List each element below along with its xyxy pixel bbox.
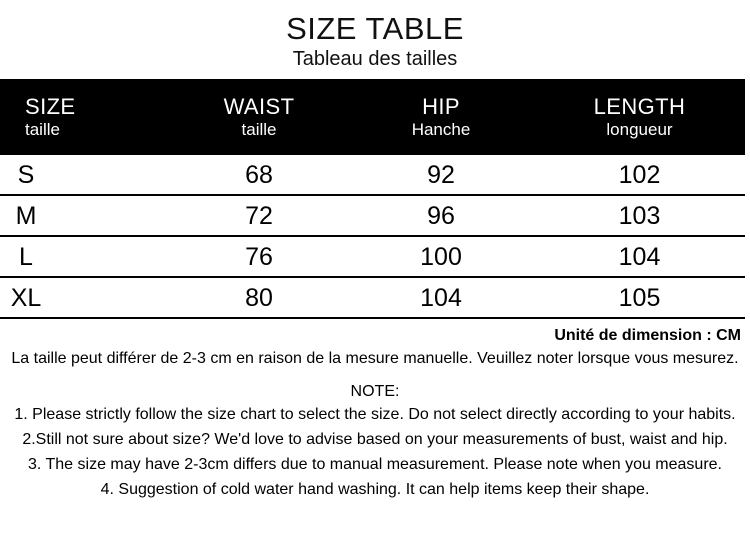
table-row: L 76 100 104 (0, 236, 745, 278)
column-header-hip-en: HIP (422, 93, 460, 119)
cell-hip: 92 (348, 155, 534, 196)
column-header-length-fr: longueur (606, 119, 673, 139)
note-item: 3. The size may have 2-3cm differs due t… (28, 456, 722, 473)
title-block: SIZE TABLE Tableau des tailles (0, 0, 750, 71)
note-heading: NOTE: (350, 383, 400, 400)
note-item: 2.Still not sure about size? We'd love t… (22, 431, 728, 448)
column-header-size: SIZE taille (0, 79, 170, 155)
cell-length: 105 (534, 277, 745, 319)
cell-length: 104 (534, 236, 745, 278)
cell-size: L (0, 236, 170, 278)
column-header-length: LENGTH longueur (534, 79, 745, 155)
table-row: S 68 92 102 (0, 155, 745, 196)
cell-hip: 96 (348, 195, 534, 237)
cell-waist: 68 (170, 155, 348, 196)
unit-of-measure-label: Unité de dimension : CM (554, 327, 741, 344)
column-header-hip-fr: Hanche (411, 119, 471, 139)
column-header-waist: WAIST taille (170, 79, 348, 155)
note-item: 1. Please strictly follow the size chart… (14, 406, 736, 423)
table-row: XL 80 104 105 (0, 277, 745, 319)
column-header-hip: HIP Hanche (348, 79, 534, 155)
cell-hip: 104 (348, 277, 534, 319)
column-header-size-en: SIZE (25, 93, 76, 119)
page-title: SIZE TABLE (286, 11, 464, 46)
note-item: 4. Suggestion of cold water hand washing… (100, 481, 650, 498)
page-subtitle: Tableau des tailles (292, 48, 458, 70)
cell-waist: 72 (170, 195, 348, 237)
cell-waist: 80 (170, 277, 348, 319)
column-header-waist-en: WAIST (223, 93, 295, 119)
cell-waist: 76 (170, 236, 348, 278)
cell-length: 102 (534, 155, 745, 196)
cell-size: M (0, 195, 170, 237)
note-list: 1. Please strictly follow the size chart… (0, 402, 750, 502)
cell-hip: 100 (348, 236, 534, 278)
table-row: M 72 96 103 (0, 195, 745, 237)
cell-length: 103 (534, 195, 745, 237)
cell-size: S (0, 155, 170, 196)
table-header: SIZE taille WAIST taille HIP Hanche LENG… (0, 79, 745, 155)
column-header-length-en: LENGTH (593, 93, 686, 119)
measurement-disclaimer: La taille peut différer de 2-3 cm en rai… (11, 350, 739, 367)
size-chart-table: SIZE taille WAIST taille HIP Hanche LENG… (0, 79, 745, 319)
column-header-waist-fr: taille (241, 119, 277, 139)
table-header-row: SIZE taille WAIST taille HIP Hanche LENG… (0, 79, 745, 155)
column-header-size-fr: taille (25, 119, 60, 139)
table-body: S 68 92 102 M 72 96 103 L 76 100 104 XL … (0, 155, 745, 319)
cell-size: XL (0, 277, 170, 319)
